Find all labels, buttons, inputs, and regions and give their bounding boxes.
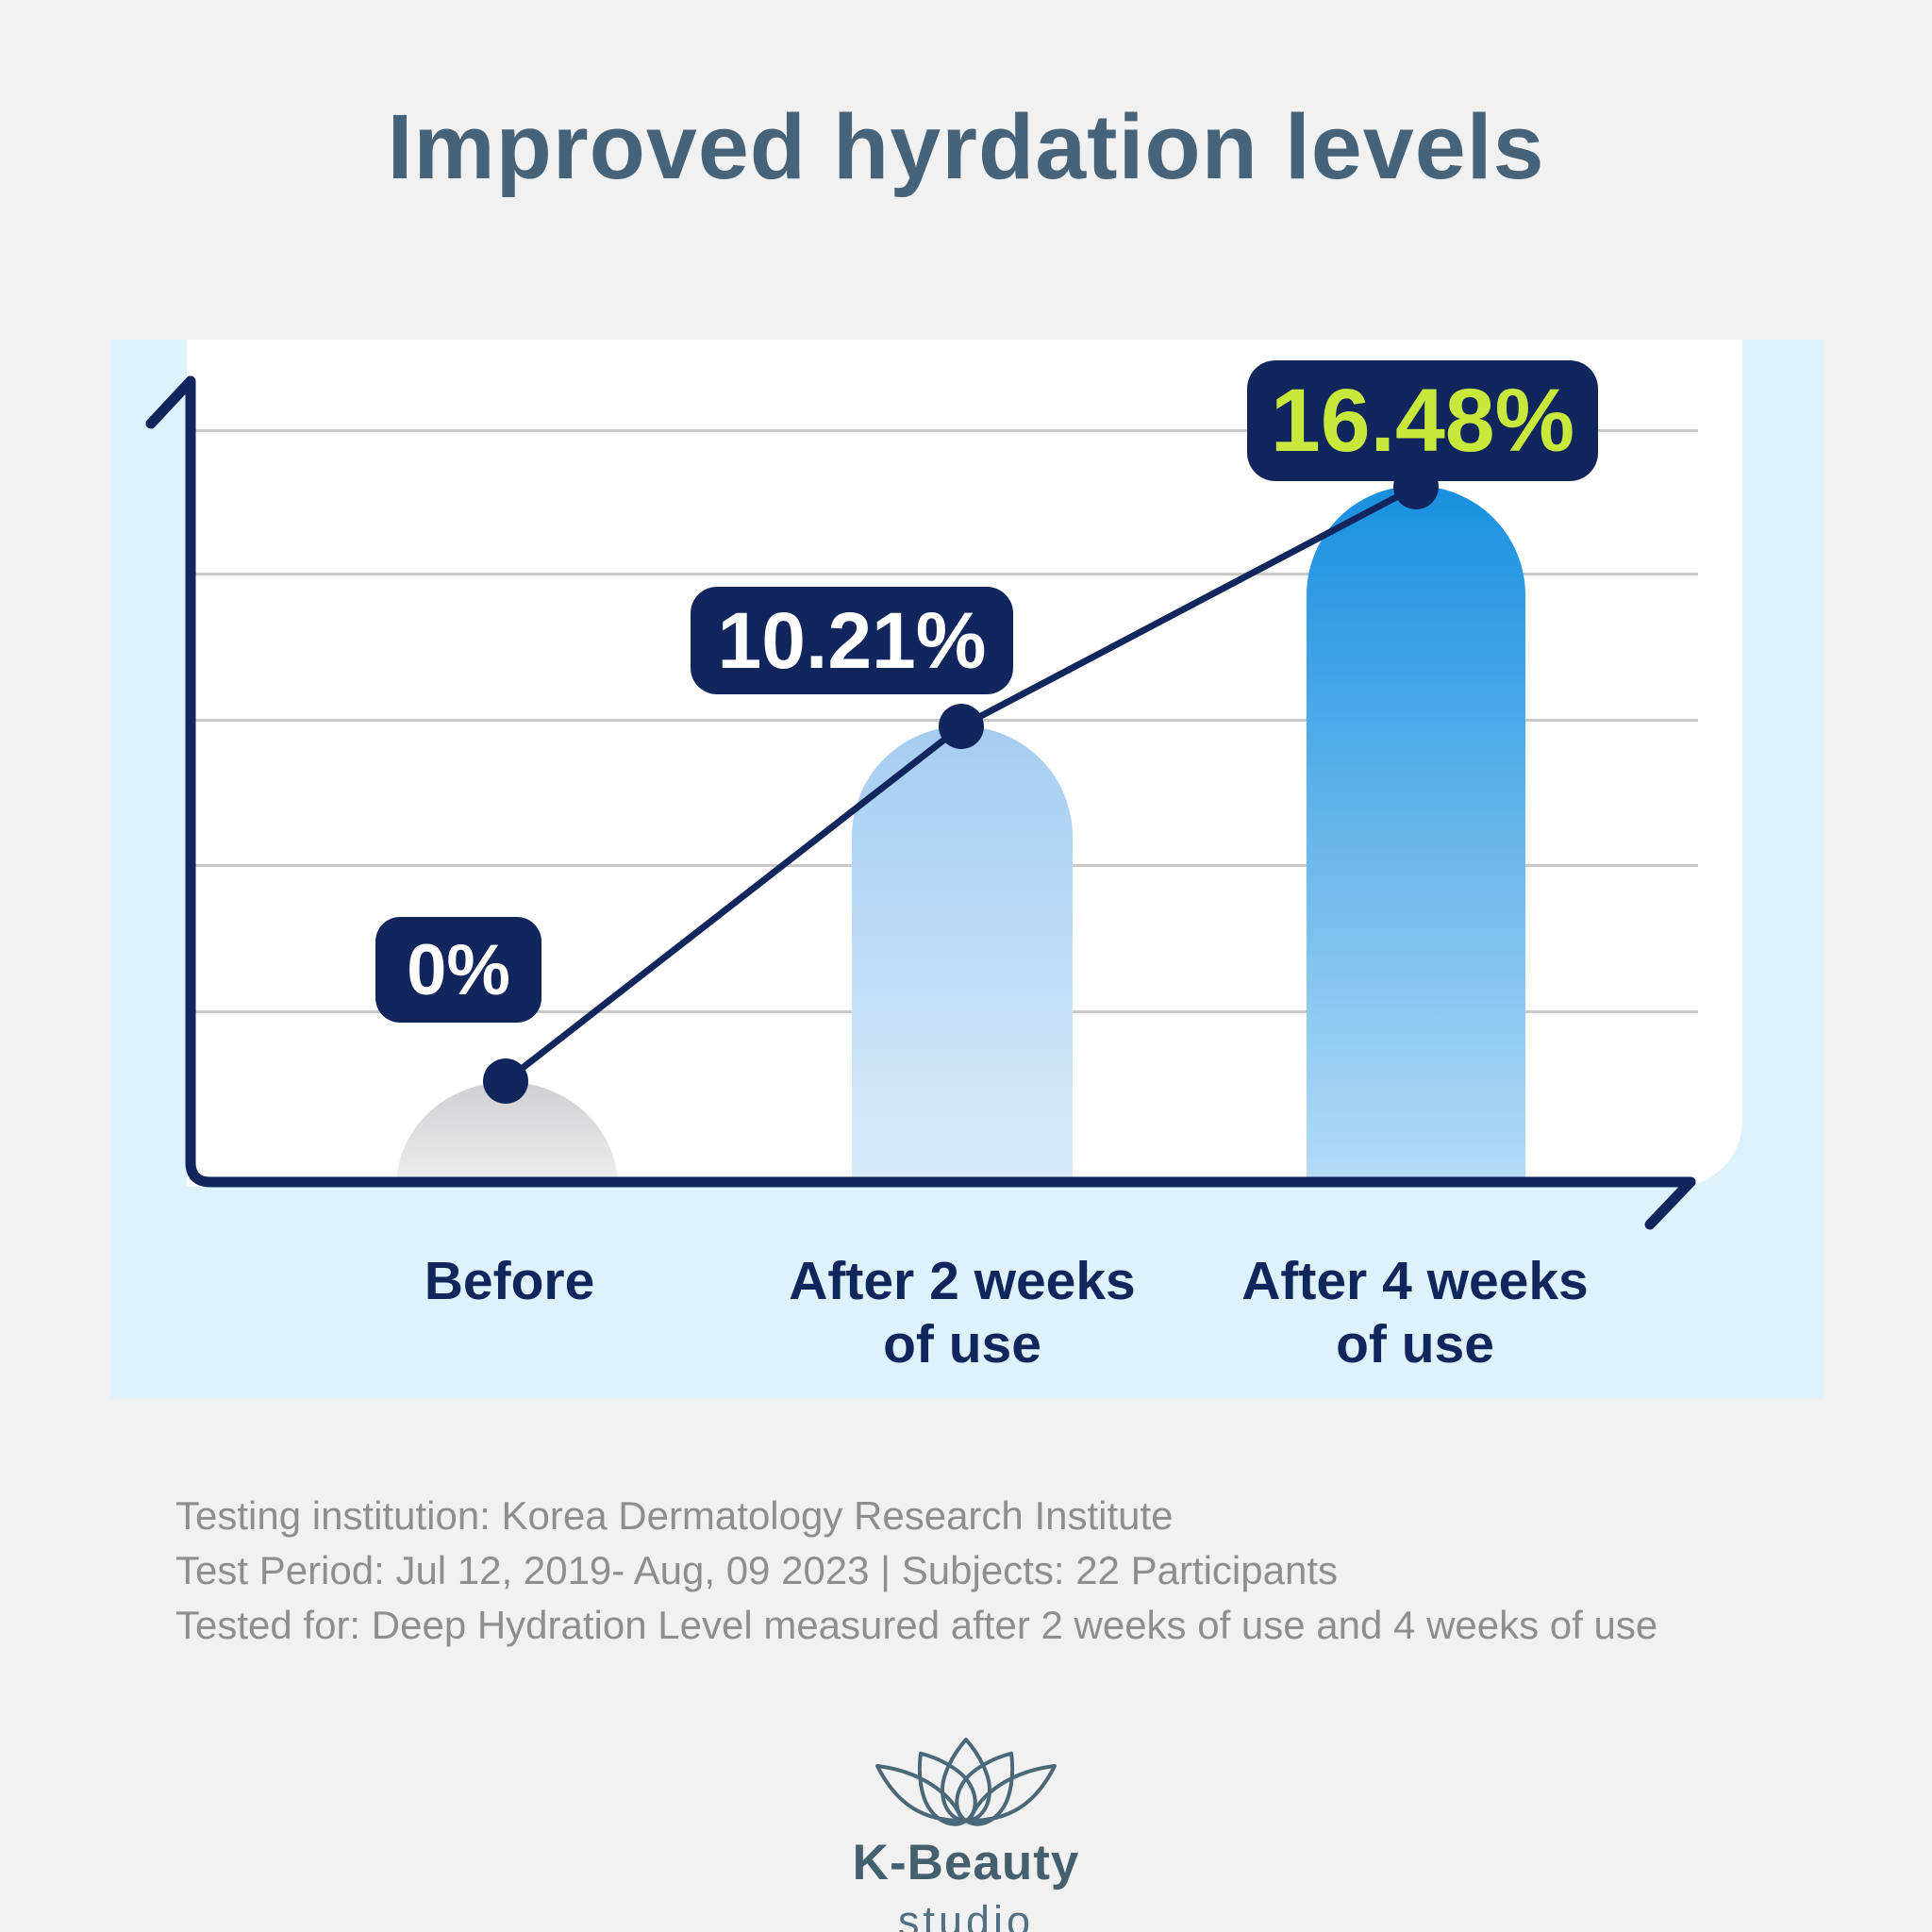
test-notes: Testing institution: Korea Dermatology R… [175,1489,1798,1653]
bar-before [396,1082,618,1187]
value-badge-2weeks: 10.21% [691,587,1013,694]
value-badge-4weeks: 16.48% [1247,360,1598,481]
bar-after-2-weeks [852,726,1073,1187]
bar-after-4-weeks [1307,486,1525,1187]
x-axis-label-line: Before [424,1251,595,1311]
test-note-period-subjects: Test Period: Jul 12, 2019- Aug, 09 2023 … [175,1548,1339,1592]
x-axis-label-line: After 2 weeks [789,1251,1136,1311]
chart-panel [110,340,1824,1399]
brand-name: K-Beauty [852,1835,1080,1890]
x-axis-label-4weeks: After 4 weeks of use [1179,1250,1651,1376]
x-axis-label-before: Before [321,1250,698,1313]
x-axis-label-2weeks: After 2 weeks of use [726,1250,1198,1376]
test-note-institution: Testing institution: Korea Dermatology R… [175,1493,1174,1538]
page-title: Improved hyrdation levels [387,95,1545,198]
lotus-icon [875,1738,1057,1826]
brand-subtitle: studio [897,1897,1035,1932]
brand-logo: K-Beauty studio [0,1734,1932,1932]
value-badge-before: 0% [375,917,541,1023]
x-axis-label-line: After 4 weeks [1241,1251,1589,1311]
x-axis-label-line: of use [1336,1314,1494,1374]
test-note-tested-for: Tested for: Deep Hydration Level measure… [175,1603,1658,1647]
x-axis-label-line: of use [883,1314,1041,1374]
